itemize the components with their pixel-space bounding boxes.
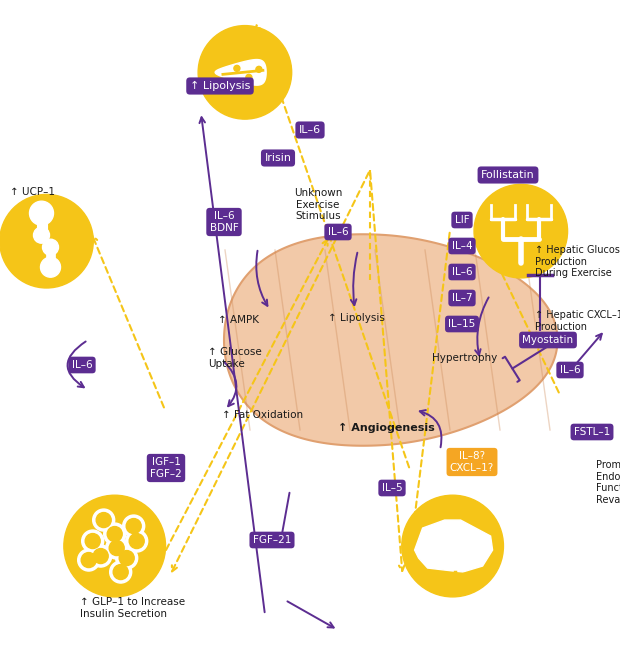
Text: IL–6: IL–6 <box>299 125 321 135</box>
Text: IL–5: IL–5 <box>382 483 402 493</box>
Circle shape <box>113 565 128 580</box>
Polygon shape <box>215 60 266 85</box>
Text: FSTL–1: FSTL–1 <box>574 427 610 437</box>
Circle shape <box>30 201 53 225</box>
Circle shape <box>90 545 112 567</box>
Text: ↑ Fat Oxidation: ↑ Fat Oxidation <box>222 410 303 420</box>
Text: ↑ Hepatic CXCL–1
Production: ↑ Hepatic CXCL–1 Production <box>535 310 620 332</box>
Text: IL–15: IL–15 <box>448 319 476 329</box>
Text: Promotes
Endothelial
Function and
Revascularization: Promotes Endothelial Function and Revasc… <box>596 460 620 505</box>
Circle shape <box>43 239 58 255</box>
Circle shape <box>198 25 291 119</box>
Text: IL–7: IL–7 <box>452 293 472 303</box>
Circle shape <box>123 515 144 537</box>
Text: IL–6: IL–6 <box>328 227 348 237</box>
Circle shape <box>0 194 93 288</box>
Circle shape <box>93 549 108 563</box>
Circle shape <box>93 509 115 531</box>
Text: ↑ Hepatic Glucose
Production
During Exercise: ↑ Hepatic Glucose Production During Exer… <box>535 245 620 278</box>
Text: Myostatin: Myostatin <box>523 335 574 345</box>
Circle shape <box>78 549 100 571</box>
Text: IL–6: IL–6 <box>452 267 472 277</box>
Circle shape <box>116 547 138 569</box>
Circle shape <box>234 66 240 72</box>
Text: FGF–21: FGF–21 <box>253 535 291 545</box>
Text: Hypertrophy: Hypertrophy <box>432 353 497 363</box>
Text: Irisin: Irisin <box>265 153 291 163</box>
Text: IL–8?
CXCL–1?: IL–8? CXCL–1? <box>450 451 494 473</box>
Text: ↑ UCP–1: ↑ UCP–1 <box>10 187 55 197</box>
Text: IL–6
BDNF: IL–6 BDNF <box>210 211 238 232</box>
Text: ↑ Lipolysis: ↑ Lipolysis <box>328 313 385 323</box>
Circle shape <box>64 495 166 597</box>
Circle shape <box>33 227 50 243</box>
Text: IGF–1
FGF–2: IGF–1 FGF–2 <box>150 457 182 479</box>
Circle shape <box>126 530 148 552</box>
Circle shape <box>474 184 567 278</box>
Circle shape <box>246 74 252 80</box>
Circle shape <box>129 533 144 549</box>
Circle shape <box>104 523 126 545</box>
Text: IL–6: IL–6 <box>72 360 92 370</box>
Circle shape <box>96 513 111 527</box>
Circle shape <box>85 533 100 549</box>
Text: ↑ Angiogenesis: ↑ Angiogenesis <box>338 423 435 433</box>
Text: ↑ Lipolysis: ↑ Lipolysis <box>190 81 250 91</box>
Text: ↑ Glucose
Uptake: ↑ Glucose Uptake <box>208 347 262 368</box>
Polygon shape <box>415 520 493 572</box>
Circle shape <box>40 257 61 277</box>
Circle shape <box>107 527 122 541</box>
Circle shape <box>109 541 124 555</box>
Circle shape <box>105 537 128 559</box>
Circle shape <box>110 561 131 583</box>
Circle shape <box>82 530 104 552</box>
Text: IL–6: IL–6 <box>560 365 580 375</box>
Circle shape <box>256 66 262 72</box>
Text: Follistatin: Follistatin <box>481 170 535 180</box>
Text: Unknown
Exercise
Stimulus: Unknown Exercise Stimulus <box>294 188 342 221</box>
Text: ↑ GLP–1 to Increase
Insulin Secretion: ↑ GLP–1 to Increase Insulin Secretion <box>80 597 185 619</box>
Polygon shape <box>224 234 557 446</box>
Text: ↑ AMPK: ↑ AMPK <box>218 315 259 325</box>
Circle shape <box>402 495 503 597</box>
Text: LIF: LIF <box>454 215 469 225</box>
Circle shape <box>81 553 96 567</box>
Text: IL–4: IL–4 <box>452 241 472 251</box>
Circle shape <box>126 519 141 533</box>
Circle shape <box>119 551 134 565</box>
